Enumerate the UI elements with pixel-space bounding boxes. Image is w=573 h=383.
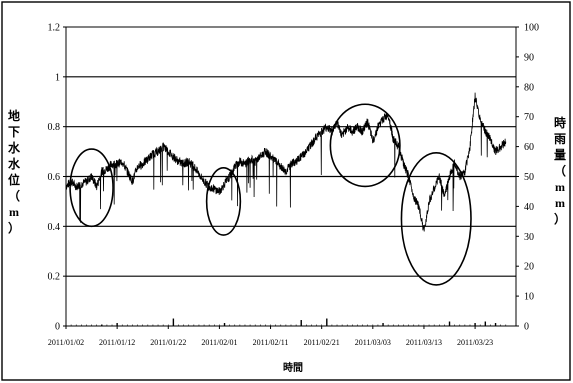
y-label-right-glyph: m — [555, 196, 565, 210]
y-label-left-glyph: m — [9, 205, 19, 219]
y-label-right-glyph: 時 — [554, 115, 566, 130]
y-tick-label-right: 20 — [524, 262, 534, 273]
annotation-ellipse — [205, 166, 242, 236]
rainfall-bar — [300, 320, 302, 326]
y-tick-label-right: 80 — [524, 82, 534, 93]
y-tick-label-left: 0.4 — [48, 222, 61, 233]
y-label-left-glyph: 位 — [8, 172, 20, 187]
y-label-right-glyph: m — [555, 180, 565, 194]
x-axis: 2011/01/02 2011/01/12 2011/01/22 2011/02/01… — [48, 324, 507, 347]
x-tick-label: 2011/01/02 — [48, 338, 84, 347]
x-tick-label: 2011/01/12 — [99, 338, 135, 347]
y-label-left-glyph: 下 — [8, 125, 20, 139]
series-line — [65, 92, 507, 232]
y-tick-label-right: 10 — [524, 292, 534, 303]
y-tick-label-right: 70 — [524, 112, 534, 123]
y-label-right-glyph: 雨 — [554, 132, 566, 146]
y-tick-label-right: 90 — [524, 52, 534, 63]
y-axis-right: 0 10 20 30 40 50 60 70 80 90 100 — [516, 23, 539, 333]
y-label-right-glyph: 量 — [554, 148, 566, 162]
y-tick-label-left: 1.2 — [48, 23, 61, 34]
y-tick-label-left: 0.8 — [48, 122, 61, 133]
y-tick-label-right: 50 — [524, 172, 534, 183]
y-axis-left: 0 0.2 0.4 0.6 0.8 1 1.2 — [48, 23, 66, 333]
x-tick-label: 2011/02/21 — [304, 338, 340, 347]
y-tick-label-left: 0.6 — [48, 172, 61, 183]
rainfall-bar — [172, 318, 175, 326]
rainfall-bar — [326, 318, 328, 326]
annotation-ellipse — [69, 148, 114, 228]
y-tick-label-left: 1 — [55, 72, 60, 83]
y-tick-label-left: 0.2 — [48, 272, 61, 283]
y-label-left-glyph: 地 — [8, 108, 20, 123]
y-tick-label-right: 100 — [524, 23, 539, 34]
x-tick-label: 2011/03/03 — [355, 338, 391, 347]
y-axis-label-right: 時雨量（mm） — [554, 115, 566, 226]
y-tick-label-right: 0 — [524, 322, 529, 333]
x-tick-label: 2011/02/11 — [253, 338, 289, 347]
annotation-ellipse — [400, 152, 472, 286]
y-label-left-glyph: ） — [8, 220, 20, 235]
y-tick-label-left: 0 — [55, 322, 60, 333]
y-label-left-glyph: 水 — [8, 140, 21, 155]
x-tick-label: 2011/03/23 — [457, 338, 493, 347]
x-tick-label: 2011/01/22 — [150, 338, 186, 347]
y-tick-label-right: 30 — [524, 232, 534, 243]
y-tick-label-right: 60 — [524, 142, 534, 153]
y-tick-label-right: 40 — [524, 202, 534, 213]
rainfall-bar — [448, 321, 451, 326]
rainfall-bar — [484, 321, 487, 326]
y-label-left-glyph: 水 — [8, 156, 21, 171]
x-tick-label: 2011/03/13 — [406, 338, 442, 347]
y-label-right-glyph: （ — [554, 163, 566, 178]
x-tick-label: 2011/02/01 — [201, 338, 237, 347]
x-axis-label: 時間 — [283, 361, 303, 374]
y-label-left-glyph: （ — [8, 188, 20, 203]
annotation-ellipse — [329, 103, 401, 188]
y-label-right-glyph: ） — [554, 211, 566, 226]
